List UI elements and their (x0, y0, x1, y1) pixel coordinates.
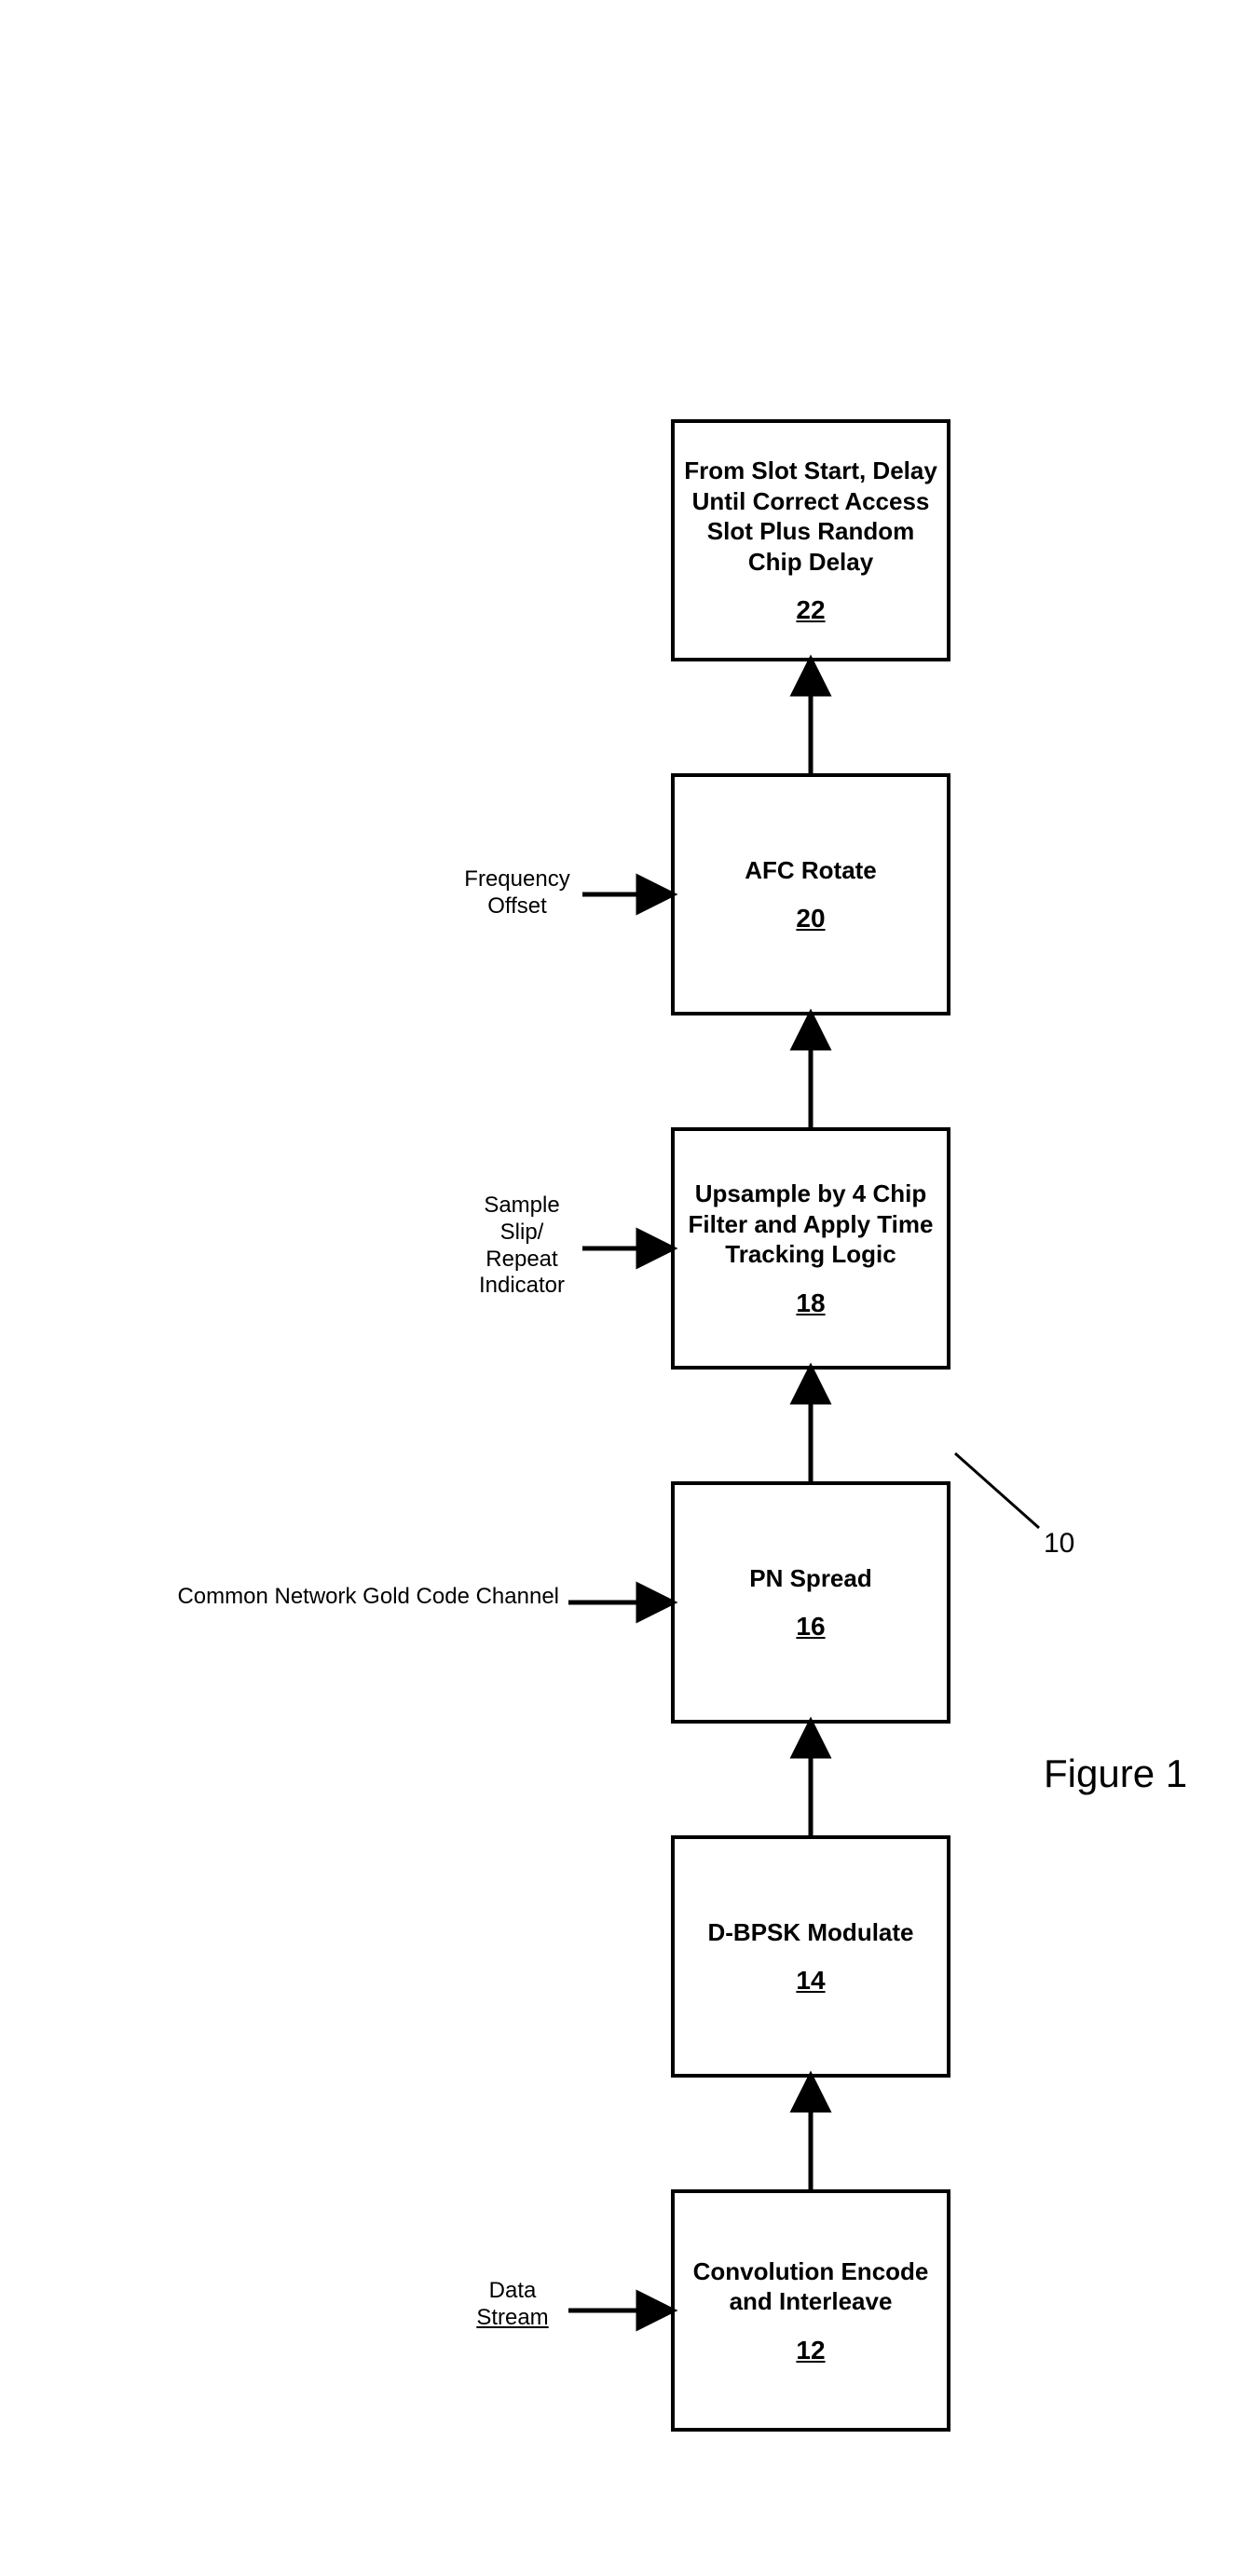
block-slot-delay: From Slot Start, Delay Until Correct Acc… (671, 419, 950, 661)
block-label: AFC Rotate (745, 855, 877, 886)
block-dbpsk: D-BPSK Modulate 14 (671, 1835, 950, 2078)
text-line: Stream (476, 2305, 548, 2330)
block-upsample: Upsample by 4 Chip Filter and Apply Time… (671, 1127, 950, 1370)
block-label: Convolution Encode and Interleave (684, 2256, 937, 2317)
block-ref-num: 18 (796, 1288, 825, 1318)
label-data-stream: Data Stream (466, 2278, 559, 2332)
block-ref-num: 16 (796, 1612, 825, 1642)
leader-line (955, 1453, 1039, 1528)
block-pn-spread: PN Spread 16 (671, 1481, 950, 1724)
text-line: Sample (484, 1193, 559, 1218)
block-label: Upsample by 4 Chip Filter and Apply Time… (684, 1179, 937, 1270)
text-line: Indicator (479, 1273, 565, 1298)
text-line: Repeat (485, 1247, 557, 1272)
text-line: Offset (487, 893, 547, 919)
block-ref-num: 22 (796, 595, 825, 625)
text-line: Frequency (464, 866, 569, 892)
text-line: Common Network Gold Code Channel (177, 1584, 559, 1609)
label-gold-code: Common Network Gold Code Channel (112, 1584, 559, 1611)
block-label: From Slot Start, Delay Until Correct Acc… (684, 456, 937, 577)
text-line: Slip/ (500, 1220, 544, 1245)
label-sample-slip: Sample Slip/ Repeat Indicator (466, 1193, 578, 1300)
block-ref-num: 20 (796, 904, 825, 934)
label-freq-offset: Frequency Offset (457, 866, 578, 920)
figure-caption: Figure 1 (1044, 1751, 1187, 1796)
text-line: Data (489, 2278, 537, 2303)
block-ref-num: 14 (796, 1966, 825, 1996)
figure-ref-num: 10 (1044, 1528, 1074, 1560)
block-afc-rotate: AFC Rotate 20 (671, 773, 950, 1015)
block-label: D-BPSK Modulate (708, 1917, 914, 1948)
block-conv-encode: Convolution Encode and Interleave 12 (671, 2189, 950, 2432)
block-ref-num: 12 (796, 2336, 825, 2365)
block-label: PN Spread (749, 1563, 872, 1594)
arrows-layer (0, 0, 1258, 2576)
